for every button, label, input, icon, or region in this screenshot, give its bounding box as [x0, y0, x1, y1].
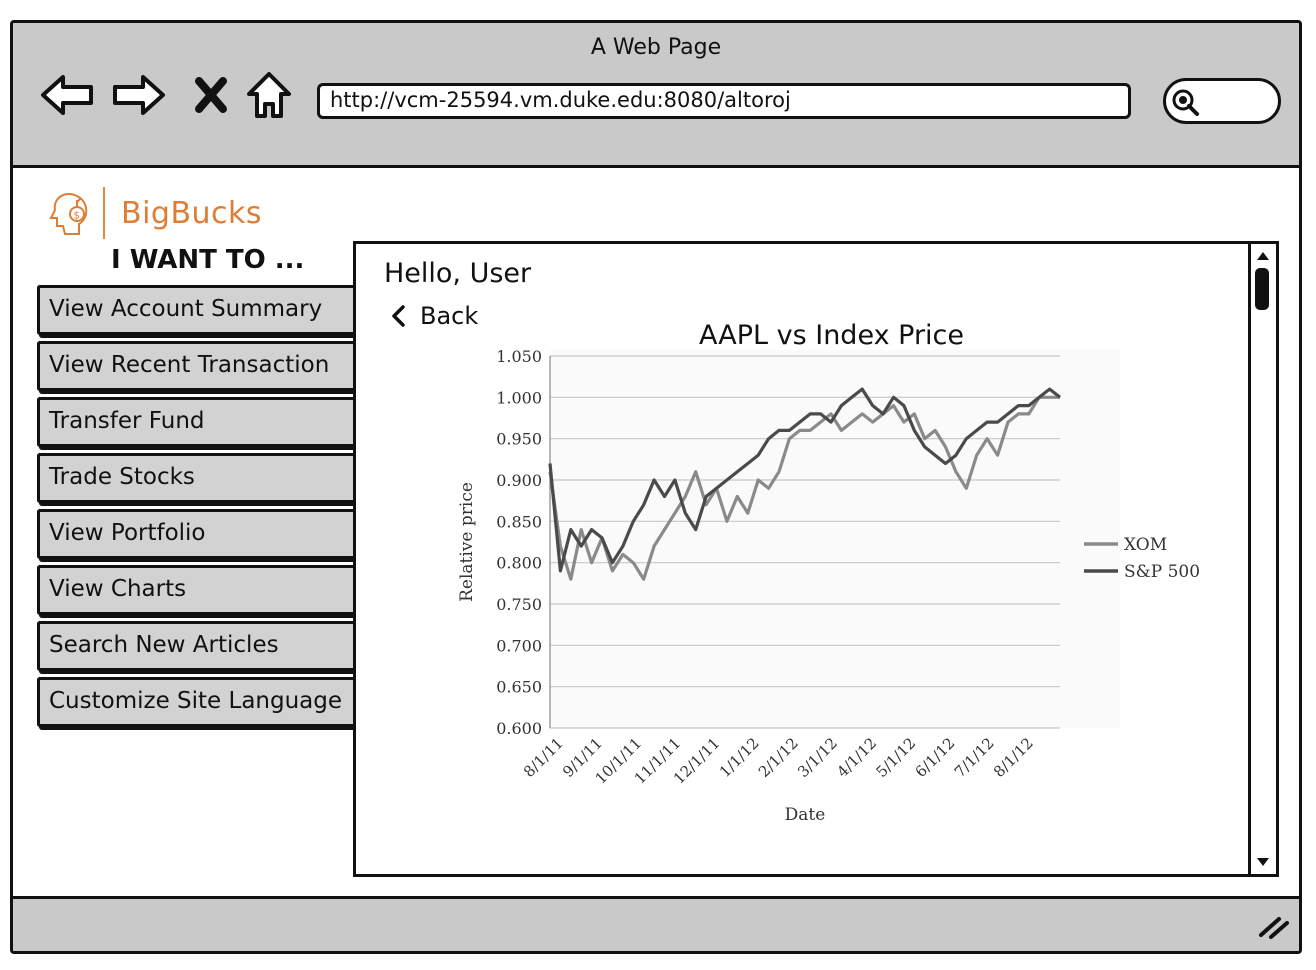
- series-line-sp500: [548, 387, 1061, 573]
- resize-grip-icon[interactable]: [1257, 913, 1291, 939]
- x-tick-label: 2/1/12: [755, 734, 802, 781]
- y-tick-label: 0.650: [496, 678, 542, 697]
- y-tick-label: 0.750: [496, 595, 542, 614]
- search-icon: [1172, 89, 1199, 116]
- price-chart: 0.600 0.650 0.700 0.750 0.800 0.850 0.900 0.950…: [457, 347, 1200, 825]
- sidebar-item-transfer-fund[interactable]: Transfer Fund: [37, 397, 355, 447]
- x-tick-label: 3/1/12: [794, 734, 841, 781]
- sidebar-item-view-recent-transaction[interactable]: View Recent Transaction: [37, 341, 355, 391]
- sidebar-item-view-portfolio[interactable]: View Portfolio: [37, 509, 355, 559]
- sidebar-item-view-charts[interactable]: View Charts: [37, 565, 355, 615]
- home-icon[interactable]: [241, 67, 297, 123]
- chevron-left-icon: [392, 305, 405, 327]
- scroll-up-arrow-icon[interactable]: [1253, 246, 1273, 266]
- browser-window: A Web Page http://vcm-25594.vm.duke.edu:…: [10, 20, 1302, 954]
- greeting: Hello, User: [384, 258, 532, 289]
- back-link[interactable]: Back: [390, 302, 478, 330]
- series-line-xom: [548, 395, 1060, 581]
- sidebar-heading: I WANT TO ...: [111, 245, 305, 275]
- browser-search-field[interactable]: [1163, 78, 1281, 124]
- forward-arrow-icon[interactable]: [111, 67, 167, 123]
- x-tick-label: 5/1/12: [872, 734, 919, 781]
- sidebar-item-trade-stocks[interactable]: Trade Stocks: [37, 453, 355, 503]
- logo-divider: [103, 187, 105, 239]
- y-axis-title: Relative price: [457, 482, 477, 602]
- legend-label: S&P 500: [1124, 562, 1200, 582]
- x-tick-label: 8/1/11: [520, 734, 567, 781]
- y-tick-label: 0.600: [496, 719, 542, 738]
- browser-statusbar: [13, 896, 1299, 951]
- x-tick-label: 7/1/12: [951, 734, 998, 781]
- y-tick-label: 0.800: [496, 554, 542, 573]
- logo-text: BigBucks: [121, 195, 263, 231]
- browser-titlebar: A Web Page http://vcm-25594.vm.duke.edu:…: [13, 23, 1299, 168]
- scroll-thumb[interactable]: [1255, 268, 1269, 310]
- y-tick-label: 0.950: [496, 430, 542, 449]
- legend-label: XOM: [1124, 535, 1167, 555]
- x-tick-label: 6/1/12: [912, 734, 959, 781]
- y-tick-label: 0.700: [496, 636, 542, 655]
- scroll-down-arrow-icon[interactable]: [1253, 852, 1273, 872]
- y-tick-label: 0.900: [496, 471, 542, 490]
- sidebar-item-search-new-articles[interactable]: Search New Articles: [37, 621, 355, 671]
- content-panel: Hello, User Back AAPL vs Index Price 0.6…: [353, 241, 1279, 877]
- y-tick-label: 1.000: [496, 388, 542, 407]
- back-label: Back: [420, 302, 479, 330]
- svg-text:$: $: [74, 211, 80, 222]
- stop-icon[interactable]: [183, 67, 239, 123]
- window-title: A Web Page: [590, 35, 722, 60]
- vertical-scrollbar[interactable]: [1248, 244, 1276, 874]
- x-tick-label: 8/1/12: [990, 734, 1037, 781]
- sidebar-item-customize-site-language[interactable]: Customize Site Language: [37, 677, 355, 727]
- y-tick-label: 0.850: [496, 512, 542, 531]
- sidebar-item-view-account-summary[interactable]: View Account Summary: [37, 285, 355, 335]
- bigbucks-logo[interactable]: $ BigBucks: [49, 185, 262, 241]
- head-money-logo-icon: $: [49, 192, 88, 235]
- y-tick-label: 1.050: [496, 347, 542, 366]
- chart-title: AAPL vs Index Price: [699, 320, 965, 351]
- x-tick-label: 4/1/12: [833, 734, 880, 781]
- back-arrow-icon[interactable]: [39, 67, 95, 123]
- url-bar[interactable]: http://vcm-25594.vm.duke.edu:8080/altoro…: [317, 83, 1131, 119]
- x-tick-label: 1/1/12: [716, 734, 763, 781]
- x-axis-title: Date: [785, 805, 826, 825]
